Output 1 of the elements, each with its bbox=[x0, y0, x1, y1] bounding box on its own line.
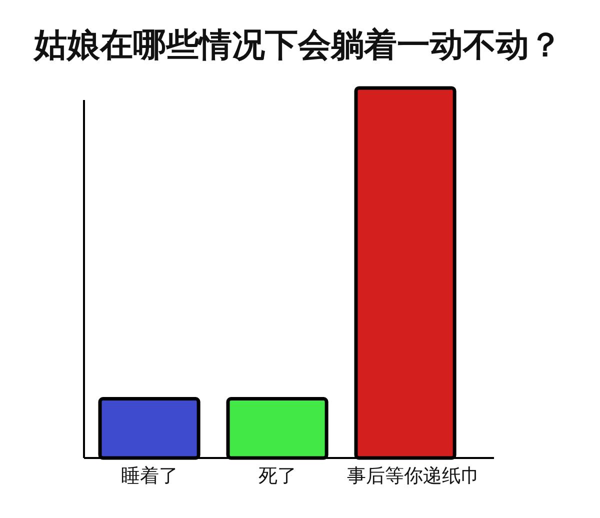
title: 姑娘在哪些情况下会躺着一动不动？ bbox=[34, 25, 562, 64]
